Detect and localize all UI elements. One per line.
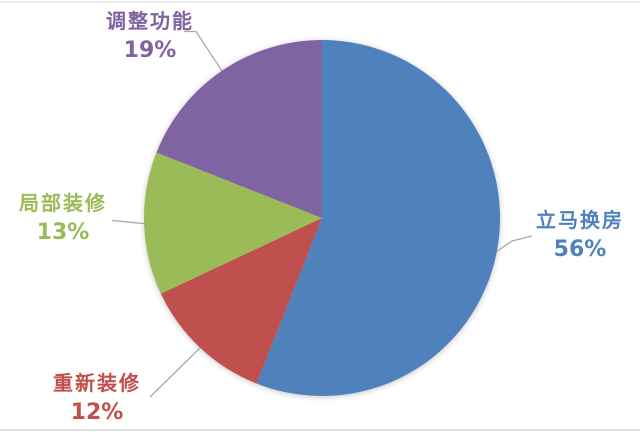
leader-lines-group [111,30,533,398]
pie-label-0-percent: 56% [553,237,607,262]
pie-label-2: 局部装修 13% [19,189,107,248]
pie-label-0: 立马换房 56% [536,206,624,265]
leader-line-0 [496,235,533,252]
pie-label-1-name: 重新装修 [53,371,141,395]
pie-slices-group [143,39,501,396]
leader-line-2 [111,219,145,225]
leader-line-1 [149,347,201,398]
pie-label-1: 重新装修 12% [53,369,141,428]
pie-slice-2 [143,152,322,294]
pie-label-3: 调整功能 19% [106,7,194,66]
bottom-border-line [0,429,640,431]
leader-line-3 [184,30,223,72]
pie-slice-0 [256,39,501,396]
pie-slice-3 [156,40,322,218]
pie-label-3-name: 调整功能 [106,9,194,33]
pie-label-2-percent: 13% [36,220,90,245]
pie-label-0-name: 立马换房 [536,208,624,232]
pie-label-1-percent: 12% [70,400,124,425]
pie-label-2-name: 局部装修 [19,191,107,215]
pie-slice-1 [160,218,322,384]
top-border-line [0,1,640,3]
pie-label-3-percent: 19% [123,38,177,63]
